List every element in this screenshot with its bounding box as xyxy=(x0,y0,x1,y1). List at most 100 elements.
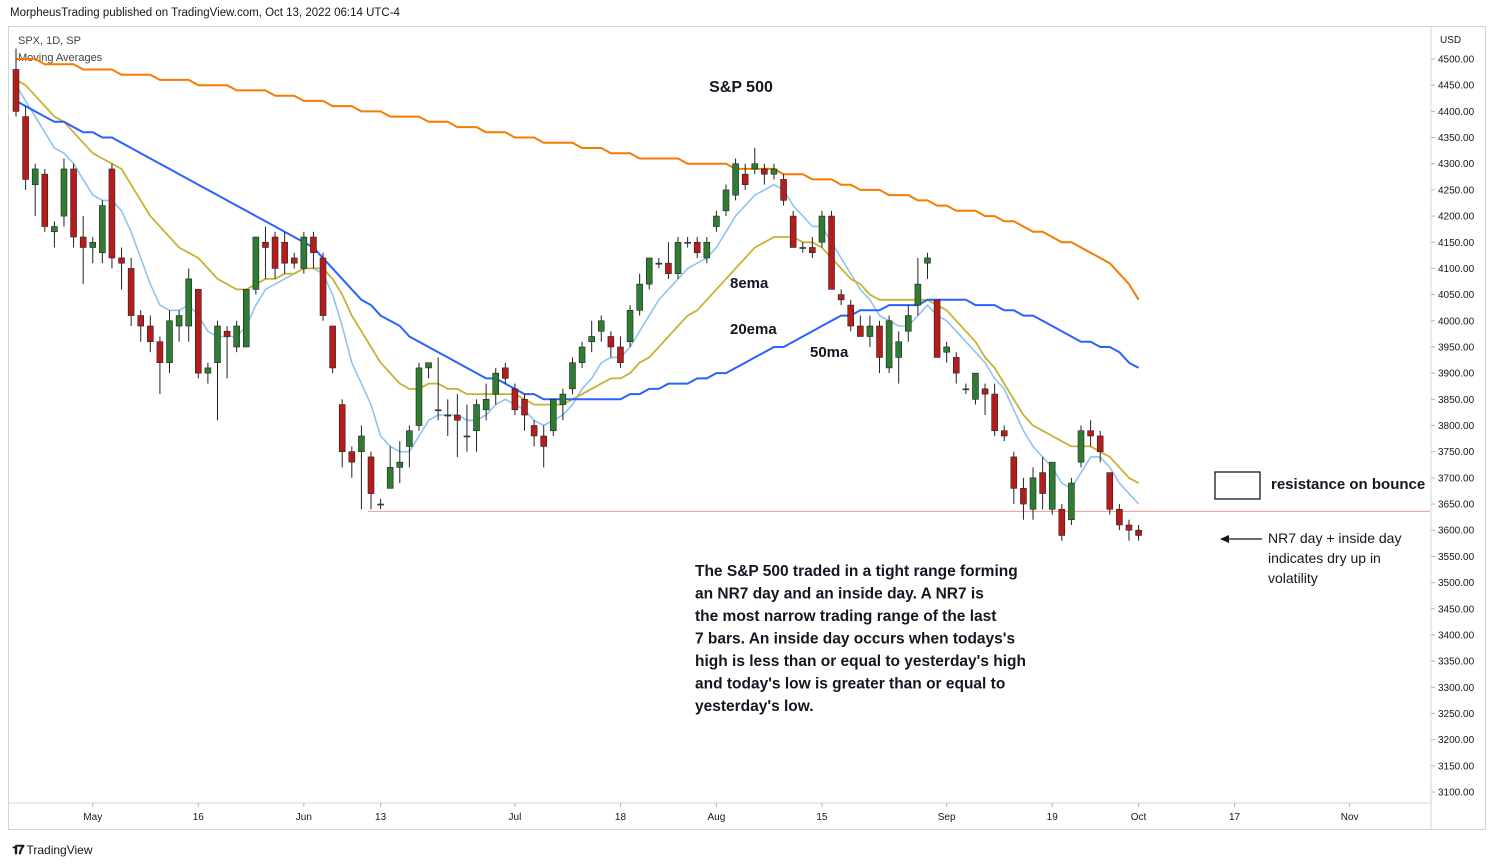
candle-body xyxy=(1068,482,1075,521)
candle xyxy=(406,425,413,468)
candle-body xyxy=(214,325,221,363)
candle xyxy=(271,231,279,279)
candle xyxy=(645,257,653,290)
candle xyxy=(693,237,701,258)
chart-frame xyxy=(8,26,1486,830)
candle-body xyxy=(223,330,231,337)
candle xyxy=(127,257,135,327)
candle xyxy=(79,216,87,285)
currency-label: USD xyxy=(1440,35,1461,46)
candle xyxy=(482,383,490,421)
candle-body xyxy=(521,399,528,416)
candle xyxy=(348,446,356,478)
candle-body xyxy=(962,388,970,391)
nr7-annotation-line: indicates dry up in xyxy=(1268,550,1381,566)
candle xyxy=(607,331,615,358)
price-tick-label: 3600.00 xyxy=(1438,526,1475,537)
time-tick-label: Jun xyxy=(296,812,312,823)
resistance-box xyxy=(1214,471,1261,500)
candle xyxy=(818,210,826,248)
candle-body xyxy=(722,189,730,212)
candle-body xyxy=(713,215,720,227)
candle-body xyxy=(463,435,471,438)
candle xyxy=(1087,420,1094,447)
price-tick-label: 4100.00 xyxy=(1438,264,1475,275)
symbol-legend[interactable]: SPX, 1D, SP xyxy=(18,35,81,47)
candle xyxy=(99,200,106,264)
candle-body xyxy=(156,341,164,363)
price-tick-label: 3350.00 xyxy=(1438,657,1475,668)
candle-body xyxy=(396,461,404,468)
price-tick-label: 3650.00 xyxy=(1438,500,1475,511)
candle xyxy=(905,305,912,342)
candle xyxy=(1020,477,1027,520)
candle-body xyxy=(233,325,240,348)
candle-body xyxy=(310,236,317,254)
price-tick-label: 3450.00 xyxy=(1438,604,1475,615)
candle-body xyxy=(550,399,557,432)
candle xyxy=(185,268,192,342)
price-axis: USD 4500.00 4450.00 4400.00 4350.00 4300.00 42… xyxy=(1430,27,1475,829)
candle-body xyxy=(1058,508,1066,536)
candle-body xyxy=(502,367,509,379)
tradingview-logo[interactable]: 𝟏𝟕 TradingView xyxy=(12,842,93,858)
candle xyxy=(204,362,212,384)
price-tick-label: 4250.00 xyxy=(1438,185,1475,196)
candle xyxy=(847,299,855,332)
candle-body xyxy=(972,372,979,400)
candle-body xyxy=(617,346,624,363)
candle-body xyxy=(185,278,192,327)
candle xyxy=(770,163,778,180)
price-tick-label: 3900.00 xyxy=(1438,369,1475,380)
candle-body xyxy=(607,336,615,348)
candle xyxy=(338,399,346,468)
candle xyxy=(799,242,807,253)
candle xyxy=(425,362,432,379)
candle-body xyxy=(540,435,547,447)
candle-body xyxy=(281,241,288,264)
price-tick-label: 4500.00 xyxy=(1438,55,1475,66)
candle xyxy=(223,326,231,379)
candle xyxy=(1125,519,1133,541)
explanation-text-line: yesterday's low. xyxy=(695,698,814,715)
candle xyxy=(22,106,29,190)
candle-body xyxy=(674,241,682,274)
candle-body xyxy=(626,310,634,343)
candle-body xyxy=(952,357,960,374)
candle xyxy=(367,451,375,510)
candle-body xyxy=(828,215,835,290)
candle-body xyxy=(1087,430,1094,437)
candle xyxy=(300,231,308,274)
candle xyxy=(1029,467,1037,520)
candle-body xyxy=(415,367,423,426)
ma-line-8ema xyxy=(15,84,1140,505)
ma-line-20ema xyxy=(15,79,1140,484)
candle xyxy=(952,352,960,384)
candle xyxy=(137,310,145,342)
candle-body xyxy=(118,257,125,264)
nr7-annotation-line: NR7 day + inside day xyxy=(1268,530,1401,546)
candle xyxy=(60,158,68,227)
candle xyxy=(789,210,797,248)
ma-line-50ma xyxy=(15,100,1140,401)
candle-body xyxy=(761,168,768,175)
candle-body xyxy=(684,241,691,244)
time-tick-label: Nov xyxy=(1341,812,1359,823)
candles xyxy=(12,48,1142,541)
moving-average-lines xyxy=(15,58,1140,505)
candle xyxy=(885,315,893,374)
candle-body xyxy=(866,325,874,337)
candle xyxy=(329,325,336,374)
candle xyxy=(156,336,164,395)
candle xyxy=(722,184,730,217)
price-tick-label: 4450.00 xyxy=(1438,81,1475,92)
candle-body xyxy=(665,262,672,274)
price-tick-label: 3150.00 xyxy=(1438,761,1475,772)
candle-body xyxy=(1039,472,1046,494)
candle xyxy=(310,231,317,269)
price-tick-label: 4400.00 xyxy=(1438,107,1475,118)
explanation-text-line: the most narrow trading range of the las… xyxy=(695,608,996,625)
price-tick-label: 4150.00 xyxy=(1438,238,1475,249)
ma20-annotation: 20ema xyxy=(730,321,777,338)
